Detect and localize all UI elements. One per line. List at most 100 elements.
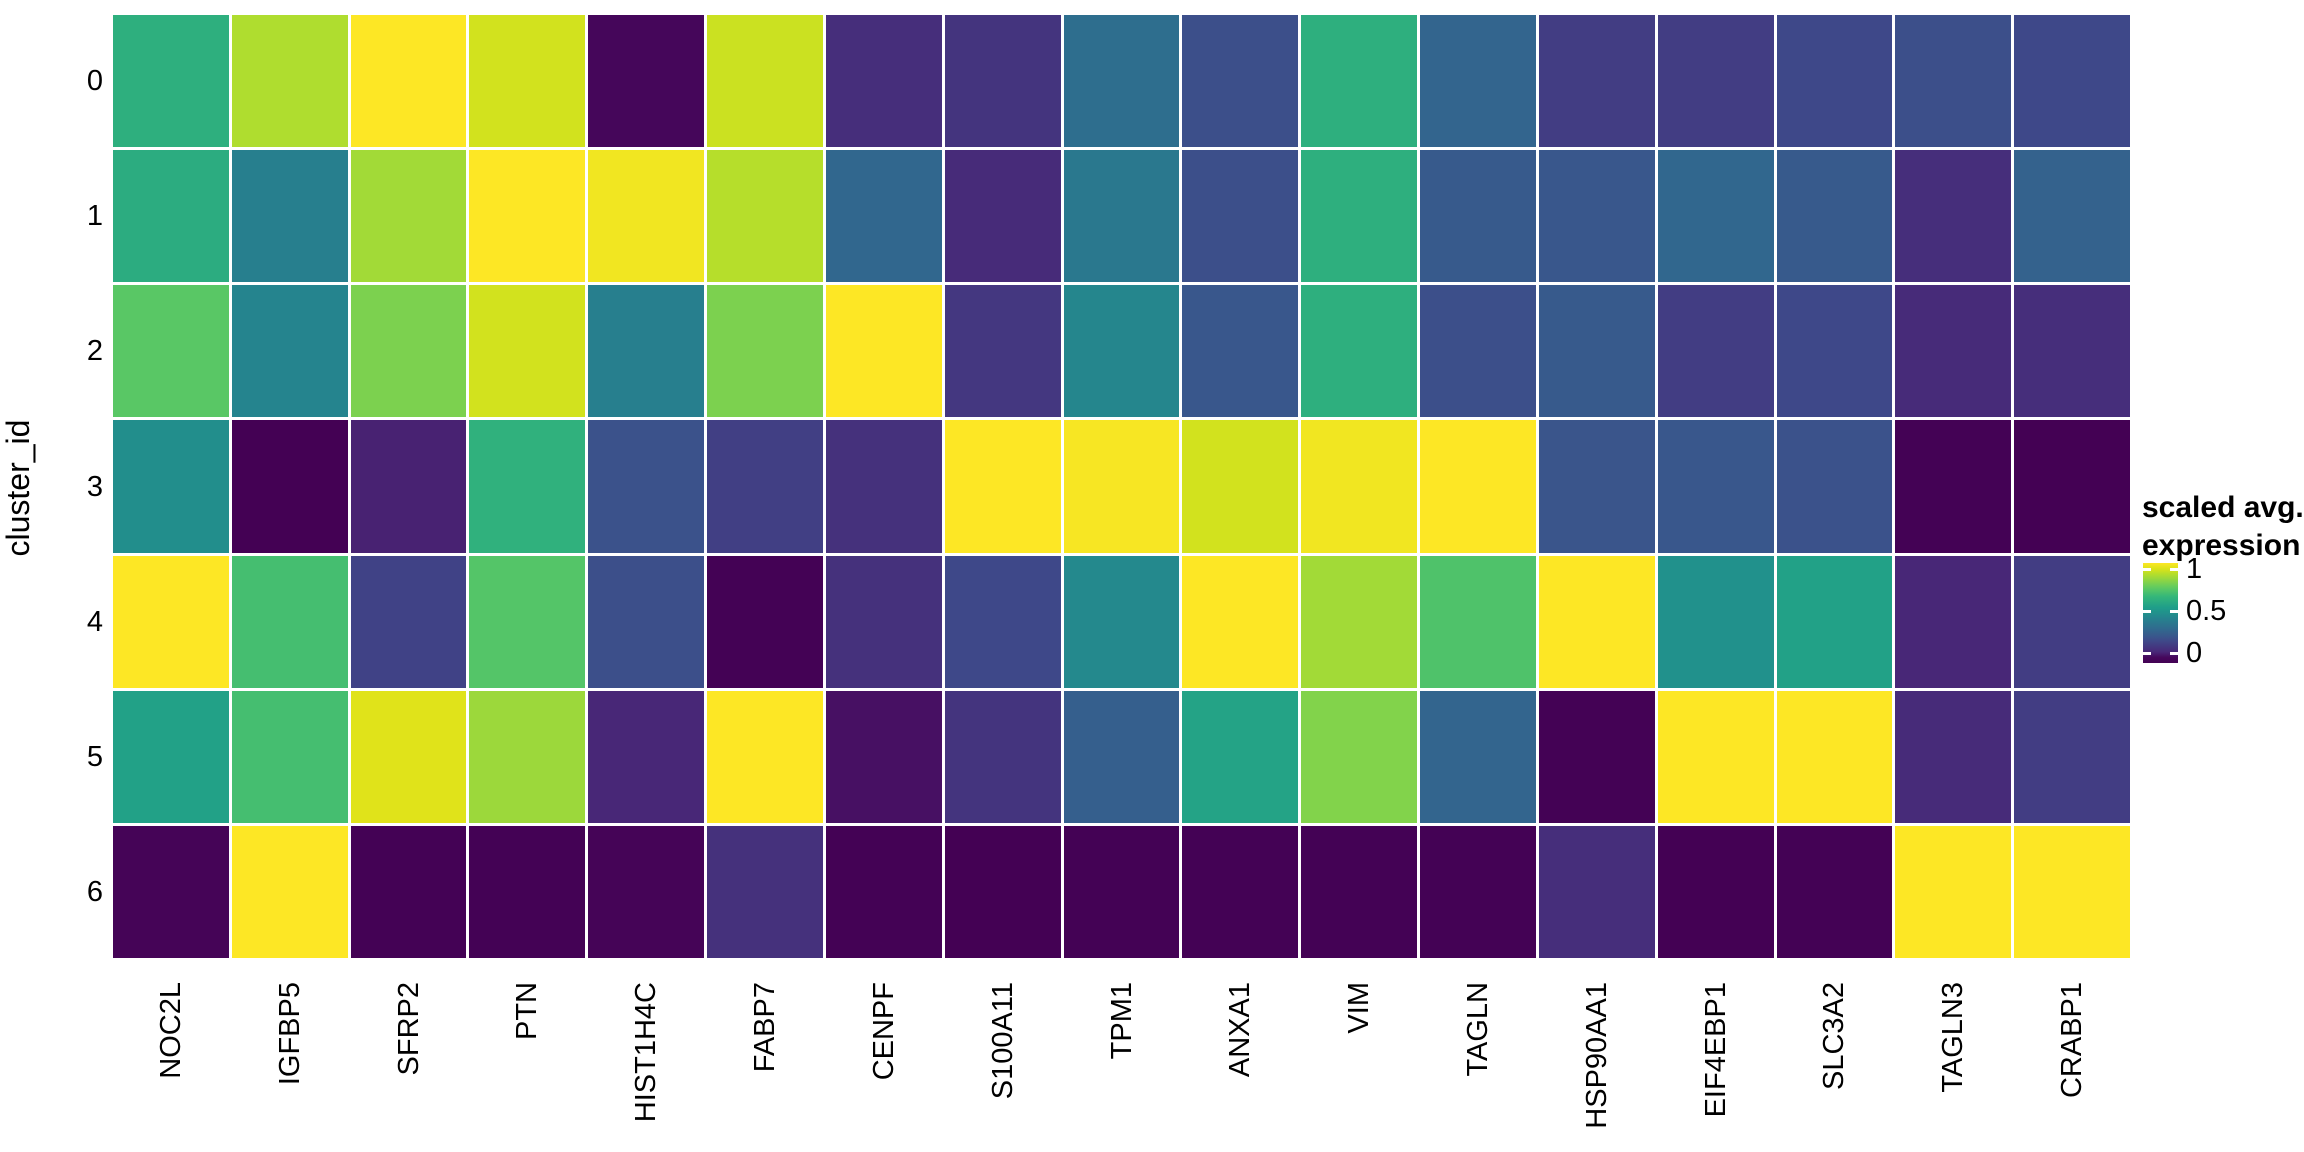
heatmap-cell-3-SLC3A2 [1776, 420, 1893, 553]
heatmap-cell-0-FABP7 [707, 15, 823, 148]
heatmap-cell-4-IGFBP5 [231, 555, 348, 688]
heatmap-cell-0-TAGLN3 [1895, 15, 2012, 148]
heatmap-cell-1-PTN [469, 150, 586, 283]
heatmap-cell-3-TAGLN3 [1895, 420, 2012, 553]
legend-tick-label-1: 1 [2186, 553, 2203, 585]
heatmap-cell-4-SFRP2 [350, 555, 467, 688]
legend-tickmark-0.5-right [2170, 609, 2178, 613]
x-tick-label-PTN: PTN [511, 982, 544, 1040]
heatmap-cell-1-VIM [1301, 150, 1418, 283]
heatmap-cell-5-CENPF [825, 690, 942, 823]
x-tick-label-TPM1: TPM1 [1105, 982, 1138, 1060]
legend-tickmark-1-right [2170, 567, 2178, 571]
heatmap-cell-2-S100A11 [944, 285, 1061, 418]
heatmap-cell-3-SFRP2 [350, 420, 467, 553]
heatmap-cell-0-VIM [1301, 15, 1418, 148]
heatmap-cell-6-ANXA1 [1182, 825, 1299, 958]
heatmap-cell-3-FABP7 [707, 420, 823, 553]
heatmap-cell-0-PTN [469, 15, 586, 148]
heatmap-cell-0-CENPF [825, 15, 942, 148]
heatmap-cell-2-HIST1H4C [588, 285, 705, 418]
legend-tickmark-0-right [2170, 651, 2178, 655]
heatmap-cell-2-CENPF [825, 285, 942, 418]
heatmap-cell-3-TAGLN [1420, 420, 1536, 553]
heatmap-cell-2-SLC3A2 [1776, 285, 1893, 418]
heatmap-cell-0-ANXA1 [1182, 15, 1299, 148]
x-tick-label-NOC2L: NOC2L [154, 982, 187, 1079]
heatmap-cell-5-ANXA1 [1182, 690, 1299, 823]
heatmap-cell-6-SFRP2 [350, 825, 467, 958]
heatmap-cell-1-HSP90AA1 [1538, 150, 1655, 283]
heatmap-cell-1-EIF4EBP1 [1657, 150, 1774, 283]
y-tick-label-2: 2 [86, 335, 103, 368]
heatmap-cell-5-VIM [1301, 690, 1418, 823]
heatmap-cell-3-CRABP1 [2014, 420, 2130, 553]
heatmap-cell-3-CENPF [825, 420, 942, 553]
heatmap-cell-5-TPM1 [1063, 690, 1180, 823]
heatmap-cell-6-PTN [469, 825, 586, 958]
heatmap-cell-3-IGFBP5 [231, 420, 348, 553]
legend-tick-label-0.5: 0.5 [2186, 595, 2227, 627]
heatmap-cell-2-PTN [469, 285, 586, 418]
heatmap-cell-4-TAGLN [1420, 555, 1536, 688]
heatmap-cell-0-IGFBP5 [231, 15, 348, 148]
y-tick-label-0: 0 [86, 65, 103, 98]
heatmap-cell-4-PTN [469, 555, 586, 688]
heatmap-cell-5-TAGLN3 [1895, 690, 2012, 823]
heatmap-cell-6-HSP90AA1 [1538, 825, 1655, 958]
heatmap-cell-2-TAGLN3 [1895, 285, 2012, 418]
heatmap-cell-2-TAGLN [1420, 285, 1536, 418]
heatmap-cell-4-FABP7 [707, 555, 823, 688]
heatmap-cell-5-S100A11 [944, 690, 1061, 823]
y-tick-label-3: 3 [86, 470, 103, 503]
heatmap-cell-6-HIST1H4C [588, 825, 705, 958]
x-tick-label-S100A11: S100A11 [986, 982, 1019, 1100]
heatmap-cell-6-S100A11 [944, 825, 1061, 958]
heatmap-cell-6-NOC2L [113, 825, 229, 958]
heatmap-cell-0-CRABP1 [2014, 15, 2130, 148]
heatmap-cell-2-HSP90AA1 [1538, 285, 1655, 418]
heatmap-cell-0-SFRP2 [350, 15, 467, 148]
heatmap-cell-2-IGFBP5 [231, 285, 348, 418]
y-axis-title: cluster_id [0, 419, 36, 557]
heatmap-cell-2-EIF4EBP1 [1657, 285, 1774, 418]
legend-title-line2: expression [2142, 529, 2301, 562]
heatmap-cell-1-HIST1H4C [588, 150, 705, 283]
heatmap-cell-0-NOC2L [113, 15, 229, 148]
x-tick-label-TAGLN3: TAGLN3 [1937, 982, 1970, 1093]
heatmap-cell-4-HIST1H4C [588, 555, 705, 688]
heatmap-grid [113, 15, 2130, 958]
heatmap-cell-1-TAGLN [1420, 150, 1536, 283]
heatmap-cell-0-TPM1 [1063, 15, 1180, 148]
heatmap-cell-6-SLC3A2 [1776, 825, 1893, 958]
heatmap-cell-2-SFRP2 [350, 285, 467, 418]
heatmap-cell-1-SLC3A2 [1776, 150, 1893, 283]
x-tick-label-HSP90AA1: HSP90AA1 [1580, 982, 1613, 1129]
heatmap-cell-1-SFRP2 [350, 150, 467, 283]
heatmap-cell-4-SLC3A2 [1776, 555, 1893, 688]
y-tick-label-1: 1 [86, 200, 103, 233]
heatmap-cell-3-VIM [1301, 420, 1418, 553]
x-tick-label-SLC3A2: SLC3A2 [1818, 982, 1851, 1091]
heatmap-cell-1-FABP7 [707, 150, 823, 283]
heatmap-cell-2-VIM [1301, 285, 1418, 418]
heatmap-cell-1-S100A11 [944, 150, 1061, 283]
heatmap-cell-0-SLC3A2 [1776, 15, 1893, 148]
heatmap-cell-5-HIST1H4C [588, 690, 705, 823]
heatmap-cell-1-CRABP1 [2014, 150, 2130, 283]
heatmap-cell-1-TPM1 [1063, 150, 1180, 283]
heatmap-cell-4-TAGLN3 [1895, 555, 2012, 688]
heatmap-cell-0-S100A11 [944, 15, 1061, 148]
heatmap-cell-6-VIM [1301, 825, 1418, 958]
x-tick-label-ANXA1: ANXA1 [1224, 982, 1257, 1078]
x-tick-label-HIST1H4C: HIST1H4C [630, 982, 663, 1123]
heatmap-cell-4-S100A11 [944, 555, 1061, 688]
heatmap-cell-1-NOC2L [113, 150, 229, 283]
heatmap-cell-0-HSP90AA1 [1538, 15, 1655, 148]
heatmap-cell-0-TAGLN [1420, 15, 1536, 148]
heatmap-cell-6-CRABP1 [2014, 825, 2130, 958]
heatmap-cell-5-TAGLN [1420, 690, 1536, 823]
x-tick-label-FABP7: FABP7 [749, 982, 782, 1073]
legend-tickmark-0.5-left [2143, 609, 2151, 613]
